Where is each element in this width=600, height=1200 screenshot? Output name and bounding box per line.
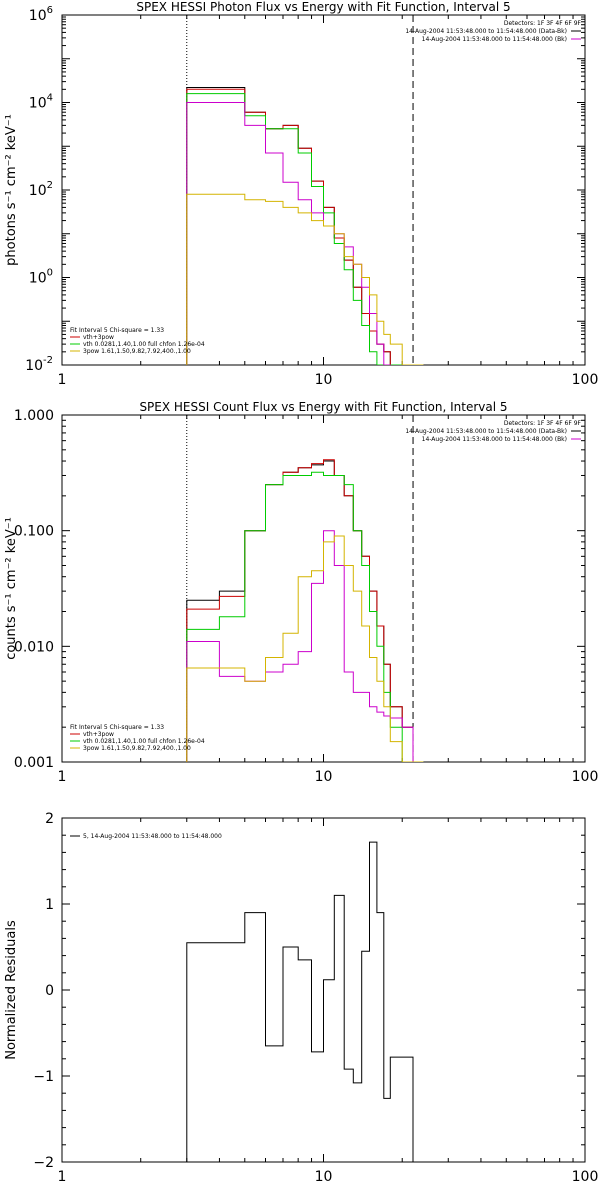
x-tick-label: 1 xyxy=(58,1169,67,1185)
legend-right-text: Detectors: 1F 3F 4F 6F 9F xyxy=(504,20,582,27)
photon-flux-panel: SPEX HESSI Photon Flux vs Energy with Fi… xyxy=(4,0,598,388)
series-4-histogram xyxy=(186,535,424,762)
series-1-histogram xyxy=(186,459,414,762)
legend-left-text: Fit Interval 5 Chi-square = 1.33 xyxy=(70,724,164,731)
y-tick-label-exponent: 2 xyxy=(47,180,53,191)
y-tick-label: 2 xyxy=(45,811,54,827)
y-tick-label: 0 xyxy=(45,983,54,999)
x-tick-label: 1 xyxy=(58,372,67,388)
legend-right-text: Detectors: 1F 3F 4F 6F 9F xyxy=(504,420,582,427)
y-tick-label-exponent: 0 xyxy=(47,268,53,279)
y-tick-label: 10-2 xyxy=(25,355,53,374)
x-tick-label: 10 xyxy=(315,769,333,785)
y-tick-label: 1.000 xyxy=(14,408,54,424)
y-tick-label-base: 10 xyxy=(29,183,47,199)
legend-right-text: 14-Aug-2004 11:53:48.000 to 11:54:48.000… xyxy=(422,436,567,443)
series-3-histogram xyxy=(186,102,391,365)
y-tick-label: 0.010 xyxy=(14,639,54,655)
y-tick-label-base: 10 xyxy=(25,358,43,374)
y-tick-label: 0.100 xyxy=(14,524,54,540)
residuals-panel: 1 10 100 −2 −1 0 1 2 Normalized Residuals 5, 14-A… xyxy=(4,811,599,1185)
legend-right-text: 14-Aug-2004 11:53:48.000 to 11:54:48.000… xyxy=(422,36,567,43)
x-tick-label: 100 xyxy=(572,769,599,785)
x-tick-label: 10 xyxy=(315,1169,333,1185)
x-tick-label: 10 xyxy=(315,372,333,388)
y-axis-label: counts s⁻¹ cm⁻² keV⁻¹ xyxy=(4,517,19,660)
y-tick-label: 0.001 xyxy=(14,755,54,771)
y-tick-label-base: 10 xyxy=(29,8,47,24)
y-tick-label: 106 xyxy=(29,5,53,24)
x-tick-label: 1 xyxy=(58,769,67,785)
y-tick-label-exponent: -2 xyxy=(43,355,53,366)
x-tick-label: 100 xyxy=(572,1169,599,1185)
y-axis-label: Normalized Residuals xyxy=(4,920,19,1060)
legend-left-text: vth+3pow xyxy=(83,334,114,341)
legend-left-text: 3pow 1.61,1.50,9.82,7.92,400.,1.00 xyxy=(83,348,191,355)
y-tick-label-base: 10 xyxy=(29,96,47,112)
series-3-histogram xyxy=(186,530,414,762)
y-tick-label: 100 xyxy=(29,268,53,287)
legend-right-text: 14-Aug-2004 11:53:48.000 to 11:54:48.000… xyxy=(405,428,567,435)
y-tick-label-exponent: 4 xyxy=(47,93,53,104)
legend-left-text: vth 0.0281,1.40,1.00 full chfon 1.26e-04 xyxy=(83,738,205,745)
y-axis-label: photons s⁻¹ cm⁻² keV⁻¹ xyxy=(4,114,19,266)
y-tick-label: −1 xyxy=(33,1069,54,1085)
chart-title: SPEX HESSI Count Flux vs Energy with Fit… xyxy=(139,400,507,414)
legend-left-text: Fit Interval 5 Chi-square = 1.33 xyxy=(70,327,164,334)
y-tick-label: −2 xyxy=(33,1155,54,1171)
chart-title: SPEX HESSI Photon Flux vs Energy with Fi… xyxy=(136,0,510,14)
legend-left-text: vth 0.0281,1.40,1.00 full chfon 1.26e-04 xyxy=(83,341,205,348)
x-tick-label: 100 xyxy=(572,372,599,388)
legend-left-text: vth+3pow xyxy=(83,731,114,738)
y-tick-label: 104 xyxy=(29,93,53,112)
legend-left-text: 3pow 1.61,1.50,9.82,7.92,400.,1.00 xyxy=(83,745,191,752)
series-2-histogram xyxy=(186,93,414,365)
legend-right-text: 14-Aug-2004 11:53:48.000 to 11:54:48.000… xyxy=(405,28,567,35)
y-tick-label: 102 xyxy=(29,180,53,199)
y-tick-label-exponent: 6 xyxy=(47,5,53,16)
series-2-histogram xyxy=(186,471,414,762)
count-flux-panel: SPEX HESSI Count Flux vs Energy with Fit… xyxy=(4,400,599,785)
y-tick-label: 1 xyxy=(45,897,54,913)
plot-frame xyxy=(61,414,586,763)
series-4-histogram xyxy=(186,193,424,365)
series-0-histogram xyxy=(186,460,414,762)
y-tick-label-base: 10 xyxy=(29,271,47,287)
legend-left-text: 5, 14-Aug-2004 11:53:48.000 to 11:54:48.… xyxy=(83,833,222,840)
series-0-histogram xyxy=(186,841,414,1162)
